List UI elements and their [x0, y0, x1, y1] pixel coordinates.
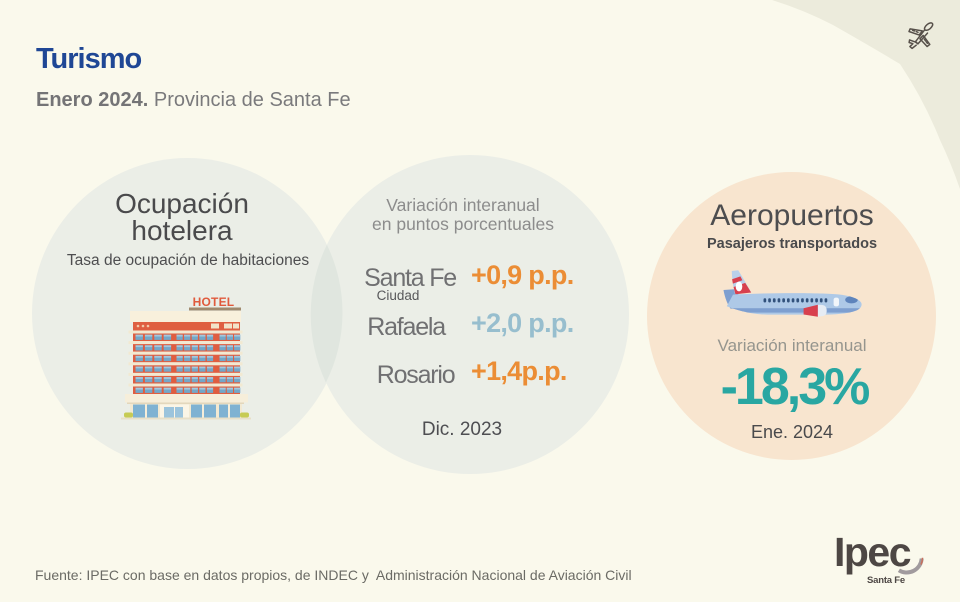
- svg-text:HOTEL: HOTEL: [193, 295, 235, 309]
